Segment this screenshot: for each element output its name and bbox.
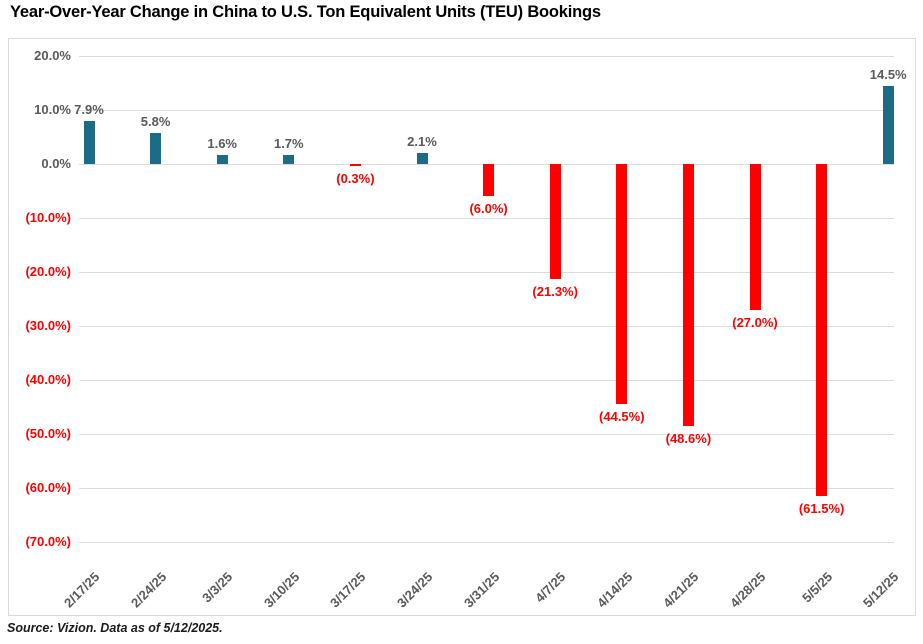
- x-tick-label: 5/12/25: [860, 569, 902, 611]
- gridline: [79, 272, 894, 273]
- gridline: [79, 434, 894, 435]
- bar: [150, 132, 162, 164]
- y-tick-label: 20.0%: [34, 48, 71, 63]
- bar: [416, 152, 428, 164]
- value-label: 1.7%: [273, 135, 304, 151]
- x-tick-label: 4/14/25: [593, 569, 636, 611]
- x-tick-label: 5/5/25: [798, 569, 835, 606]
- value-label: (6.0%): [469, 201, 508, 217]
- y-tick-label: (10.0%): [25, 210, 71, 225]
- bar: [483, 164, 495, 197]
- gridline: [79, 326, 894, 327]
- value-label: 14.5%: [869, 66, 907, 82]
- x-tick-label: 4/21/25: [660, 569, 702, 611]
- bar: [616, 164, 628, 405]
- x-tick-label: 4/28/25: [727, 569, 769, 611]
- y-tick-label: (40.0%): [25, 372, 71, 387]
- gridline: [79, 380, 894, 381]
- y-tick-label: (30.0%): [25, 318, 71, 333]
- source-note: Source: Vizion. Data as of 5/12/2025.: [7, 621, 223, 635]
- x-tick-label: 3/10/25: [260, 569, 303, 611]
- y-tick-label: (20.0%): [25, 264, 71, 279]
- value-label: 1.6%: [207, 136, 237, 152]
- gridline: [79, 110, 894, 111]
- y-tick-label: (60.0%): [25, 480, 71, 495]
- x-tick-label: 4/7/25: [532, 569, 569, 606]
- x-tick-label: 3/24/25: [394, 569, 436, 611]
- bar: [749, 164, 761, 310]
- value-label: (21.3%): [532, 284, 578, 300]
- x-tick-label: 3/17/25: [327, 569, 369, 611]
- bar: [216, 155, 228, 164]
- value-label: (61.5%): [798, 501, 845, 517]
- x-tick-label: 3/31/25: [460, 569, 502, 611]
- value-label: (27.0%): [732, 314, 778, 330]
- bar: [882, 85, 894, 164]
- bar: [816, 164, 828, 497]
- bar: [83, 121, 95, 164]
- value-label: (0.3%): [336, 170, 375, 186]
- bar: [349, 164, 361, 166]
- value-label: (44.5%): [599, 409, 645, 425]
- gridline: [79, 542, 894, 543]
- value-label: 2.1%: [407, 133, 437, 149]
- gridline: [79, 488, 894, 489]
- gridline: [79, 56, 894, 57]
- chart-frame: 20.0% 10.0% 0.0% (10.0%) (20.0%) (30.0%) (40.0…: [8, 38, 916, 616]
- y-tick-label: (70.0%): [25, 534, 71, 549]
- bar: [682, 164, 694, 427]
- bar: [549, 164, 561, 280]
- y-tick-label: 0.0%: [41, 156, 71, 171]
- plot-area: 20.0% 10.0% 0.0% (10.0%) (20.0%) (30.0%) (40.0…: [9, 39, 915, 615]
- value-label: 7.9%: [74, 102, 104, 118]
- value-label: (48.6%): [665, 431, 712, 447]
- bar: [283, 154, 295, 164]
- gridline: [79, 218, 894, 219]
- y-tick-label: 10.0%: [34, 102, 71, 117]
- y-tick-label: (50.0%): [25, 426, 71, 441]
- value-label: 5.8%: [140, 113, 171, 129]
- chart-title: Year-Over-Year Change in China to U.S. T…: [10, 3, 601, 21]
